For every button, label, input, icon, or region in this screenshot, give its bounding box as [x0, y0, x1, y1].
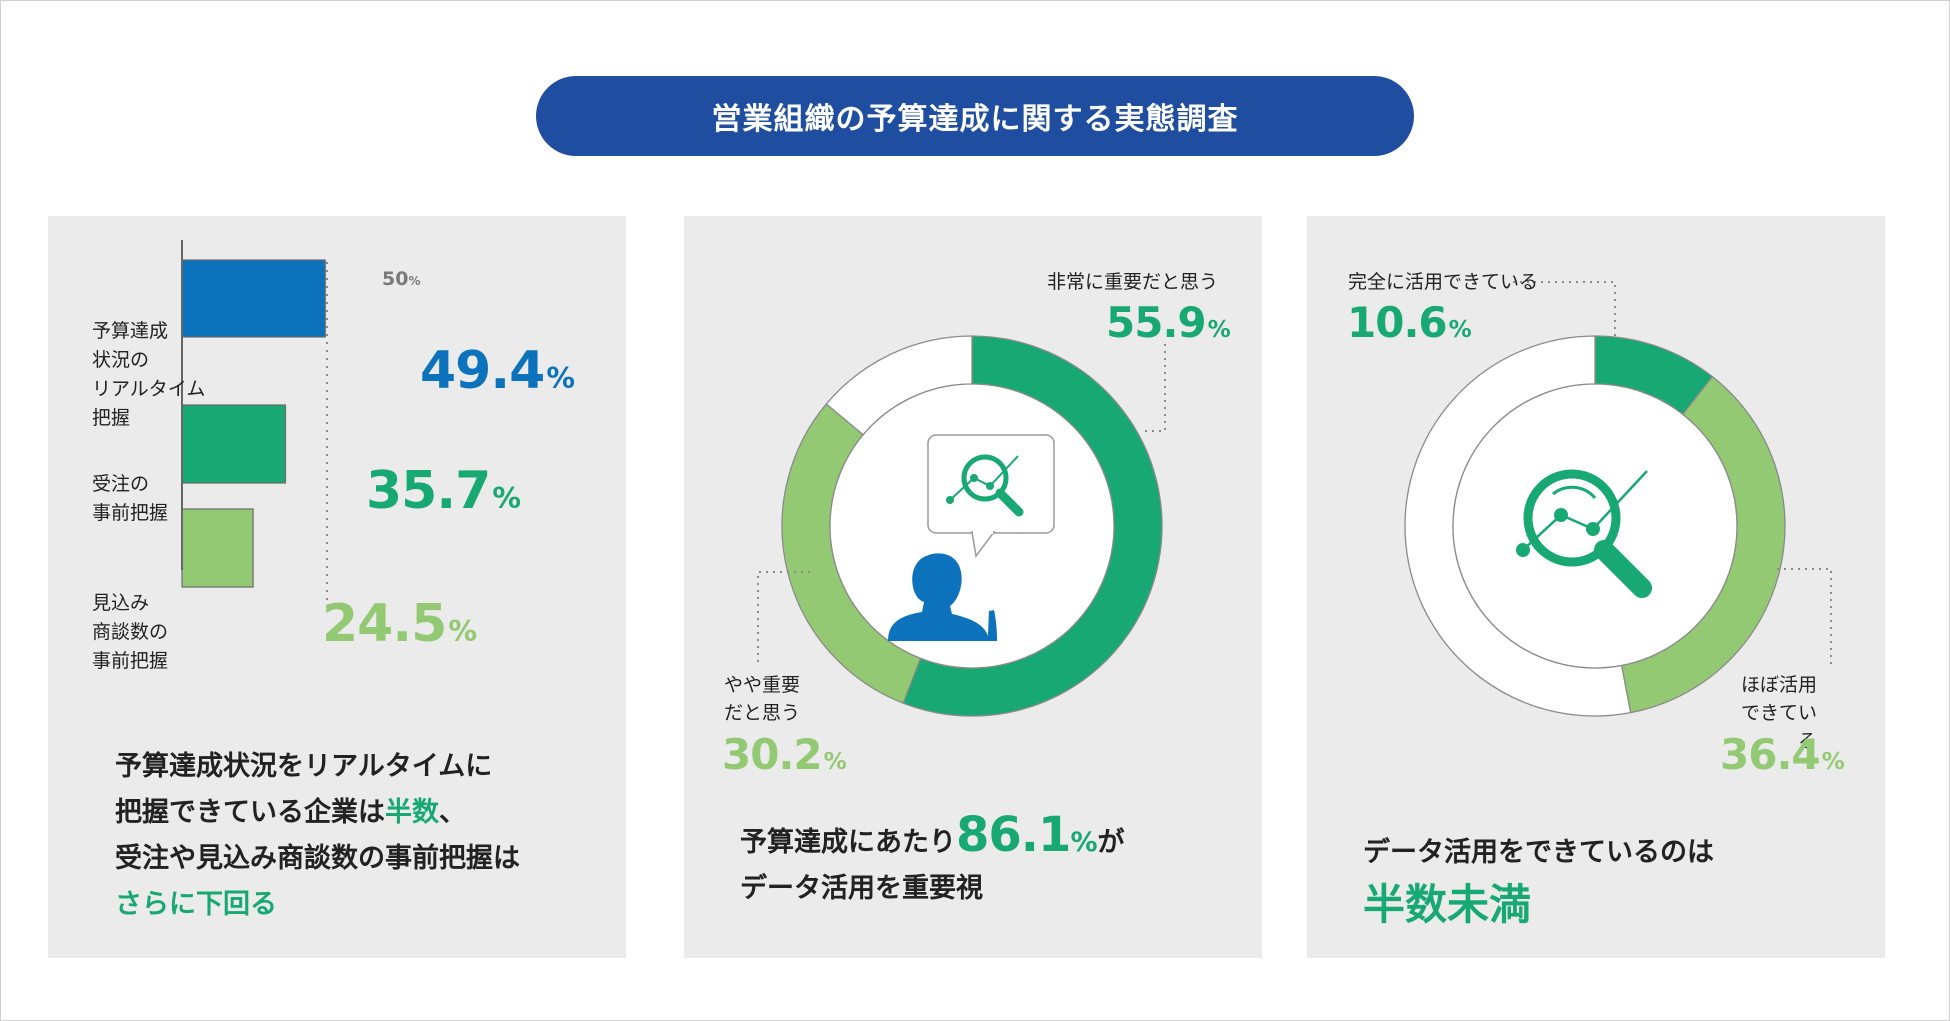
slice-value: 36.4% [1720, 730, 1845, 779]
bar-category-label: 見込み 商談数の 事前把握 [92, 592, 169, 672]
leader-line [1777, 568, 1832, 668]
reference-unit: % [408, 274, 421, 288]
bar-chart-panel: 50% 予算達成 状況の リアルタイム 把握 受注の 事前把握 見込み 商談数の… [48, 216, 626, 958]
caption-line: 予算達成状況をリアルタイムに [115, 751, 493, 782]
reference-value: 50 [382, 268, 409, 290]
donut2-caption: データ活用をできているのは 半数未満 [1363, 830, 1714, 934]
importance-donut-panel: 非常に重要だと思う 55.9% やや重要 だと思う 30.2% 予算達成にあたり… [684, 216, 1262, 958]
bar-category-label: 予算達成 状況の リアルタイム 把握 [92, 320, 206, 429]
slice-label: やや重要 だと思う [724, 674, 801, 724]
bar-caption: 予算達成状況をリアルタイムに 把握できている企業は半数、 受注や見込み商談数の事… [115, 744, 520, 928]
caption-line: 把握できている企業は半数、 [115, 797, 466, 828]
caption-highlight: さらに下回る [115, 889, 277, 920]
bar-value-label: 24.5% [322, 594, 477, 654]
bar-value-label: 35.7% [366, 461, 521, 521]
slice-value: 10.6% [1347, 298, 1472, 347]
slice-value: 30.2% [722, 730, 847, 779]
caption-highlight-unit: % [1070, 827, 1098, 858]
caption-highlight: 半数 [385, 797, 439, 828]
donut1-caption: 予算達成にあたり86.1%が データ活用を重要視 [740, 807, 1125, 912]
caption-highlight: 半数未満 [1363, 880, 1532, 929]
caption-line: 予算達成にあたり86.1%が [740, 807, 1125, 863]
utilization-donut-panel: 完全に活用できている 10.6% ほぼ活用 できている 36.4% データ活用を… [1307, 216, 1885, 958]
bar-category-label: 受注の 事前把握 [92, 473, 169, 524]
page-title: 営業組織の予算達成に関する実態調査 [536, 76, 1414, 156]
slice-label: 完全に活用できている [1348, 271, 1539, 293]
caption-line: データ活用をできているのは [1363, 837, 1714, 868]
slice-label: 非常に重要だと思う [1047, 271, 1219, 293]
magnifier-analytics-icon [1516, 469, 1652, 598]
bar-chart [181, 240, 328, 610]
caption-line: 受注や見込み商談数の事前把握は [115, 843, 520, 874]
leader-line [757, 571, 810, 662]
bar-value-label: 49.4% [420, 341, 575, 401]
caption-line: データ活用を重要視 [740, 873, 983, 904]
person-with-analytics-bubble-icon [888, 434, 1055, 641]
slice-value: 55.9% [1106, 298, 1231, 347]
caption-highlight-value: 86.1 [956, 807, 1071, 863]
bar [181, 404, 287, 484]
reference-line-label: 50% [382, 268, 420, 290]
slice-label: ほぼ活用 できている [1740, 674, 1817, 752]
bar [181, 508, 254, 588]
leader-line [1144, 344, 1166, 432]
